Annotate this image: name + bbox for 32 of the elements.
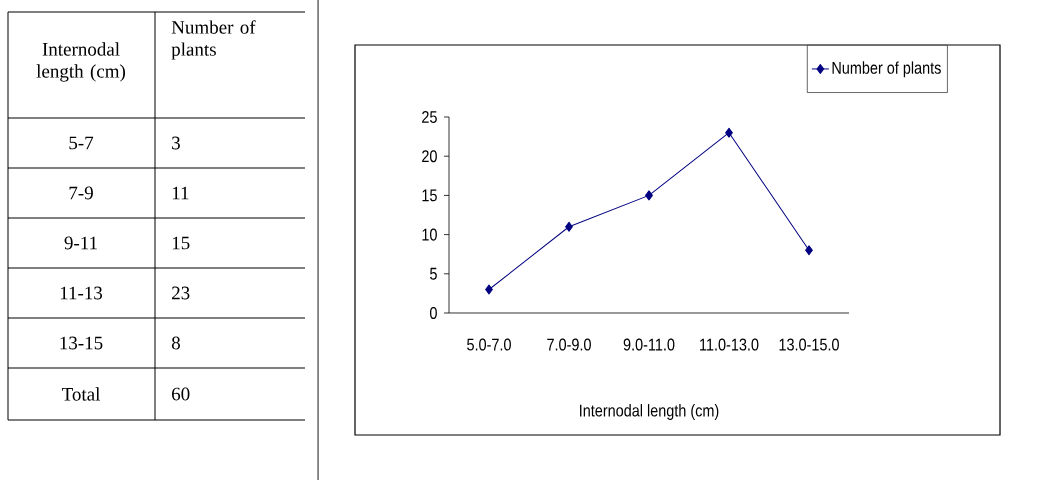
point xyxy=(725,127,733,138)
point xyxy=(805,245,813,256)
category-label: 7-9 xyxy=(69,186,93,200)
x-tick-label: 13.0-15.0 xyxy=(779,338,839,351)
y-tick-label: 0 xyxy=(430,306,437,320)
x-tick-label: 9.0-11.0 xyxy=(623,338,675,351)
data-label: 11 xyxy=(172,186,189,200)
text: Total xyxy=(61,387,101,401)
text: 60 xyxy=(172,387,190,401)
y-tick-label: 15 xyxy=(422,189,437,202)
text: Internodal length (cm) xyxy=(36,42,126,82)
x-tick-label: 7.0-9.0 xyxy=(547,338,591,351)
y-tick-label: 10 xyxy=(422,228,437,241)
category-label: 11-13 xyxy=(60,286,103,300)
data-label: 3 xyxy=(172,136,180,150)
y-tick-label: 20 xyxy=(422,150,437,163)
point xyxy=(565,221,573,232)
data-label: 15 xyxy=(172,236,190,250)
category-label: 5-7 xyxy=(69,136,94,150)
category-label: 9-11 xyxy=(64,236,97,250)
text: Number of plants xyxy=(171,20,256,60)
data-label: 8 xyxy=(171,336,180,350)
y-tick-label: 5 xyxy=(430,267,437,280)
data-label: 23 xyxy=(172,286,190,300)
point xyxy=(485,284,493,295)
y-tick-label: 25 xyxy=(422,110,437,124)
x-tick-label: 5.0-7.0 xyxy=(467,338,511,351)
legend-label: Number of plants xyxy=(832,61,941,78)
category-label: 13-15 xyxy=(60,336,103,350)
x-axis-title: Internodal length (cm) xyxy=(580,404,719,420)
x-tick-label: 11.0-13.0 xyxy=(700,338,759,351)
point xyxy=(645,190,653,201)
